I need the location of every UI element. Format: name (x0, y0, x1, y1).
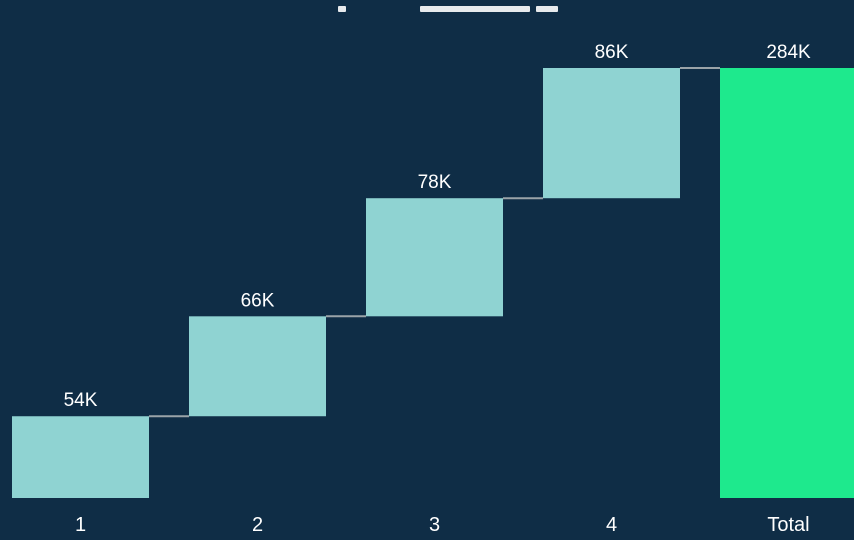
bar-3 (366, 198, 503, 317)
bar-1 (12, 416, 149, 498)
x-tick-label: 1 (75, 514, 86, 536)
x-tick-label: 4 (606, 514, 617, 536)
x-tick-label: 3 (429, 514, 440, 536)
title-fragment (338, 6, 346, 12)
data-label: 54K (64, 390, 98, 411)
chart-title-clipped (0, 0, 854, 22)
data-label: 78K (418, 172, 452, 193)
data-label: 284K (766, 42, 811, 63)
title-fragment (536, 6, 558, 12)
bar-2 (189, 316, 326, 417)
x-tick-label: 2 (252, 514, 263, 536)
title-fragment (420, 6, 530, 12)
data-label: 86K (595, 42, 629, 63)
data-label: 66K (241, 290, 275, 311)
bar-total (720, 68, 854, 498)
x-tick-label: Total (767, 514, 809, 536)
bar-4 (543, 68, 680, 199)
